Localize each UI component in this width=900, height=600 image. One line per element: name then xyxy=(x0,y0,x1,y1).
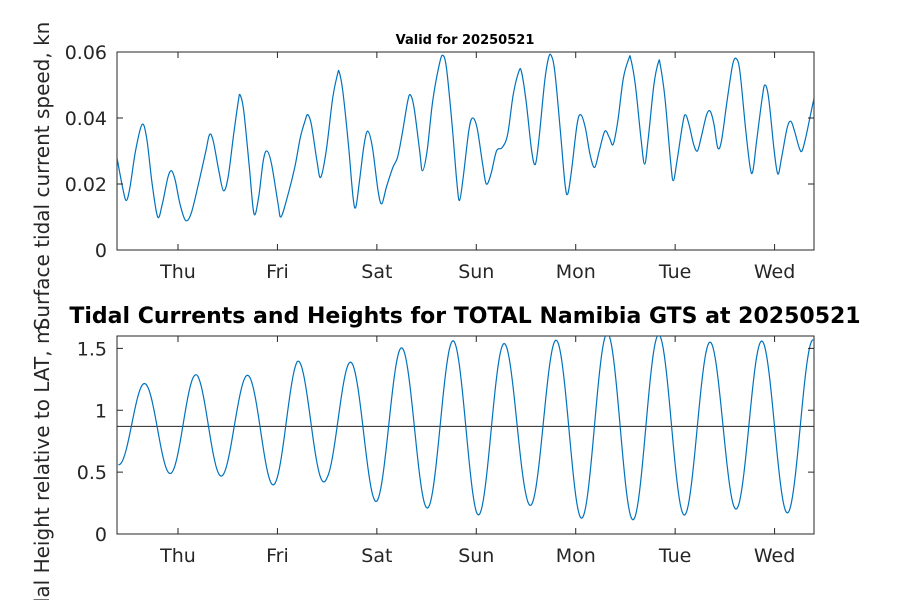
x-tick-label: Tue xyxy=(658,545,691,567)
y-tick-label: 0 xyxy=(95,240,107,262)
y-tick-label: 0.02 xyxy=(65,174,107,196)
current-speed-y-axis-label: Surface tidal current speed, kn xyxy=(30,22,54,331)
tidal-height-line xyxy=(118,336,814,521)
tidal-height-panel: Thu Fri Sat Sun Mon Tue Wed 0 0.5 1 1.5 xyxy=(77,335,815,567)
current-speed-axes: Thu Fri Sat Sun Mon Tue Wed 0 0.02 0.04 0.06 xyxy=(65,42,814,283)
x-tick-label: Tue xyxy=(658,261,691,283)
x-tick-label: Sun xyxy=(458,545,494,567)
main-title: Tidal Currents and Heights for TOTAL Nam… xyxy=(69,304,860,329)
y-tick-label: 1.5 xyxy=(77,338,107,360)
x-tick-label: Fri xyxy=(266,545,289,567)
tidal-height-series-group xyxy=(117,336,814,521)
current-speed-title: Valid for 20250521 xyxy=(396,33,535,48)
x-tick-label: Sat xyxy=(361,261,392,283)
x-tick-label: Mon xyxy=(556,545,596,567)
tidal-height-y-axis-label: Tidal Height relative to LAT, m xyxy=(30,325,54,600)
y-tick-label: 0.04 xyxy=(65,108,107,130)
current-speed-series-group xyxy=(117,53,814,222)
x-tick-label: Thu xyxy=(159,545,196,567)
x-tick-label: Sun xyxy=(458,261,494,283)
tidal-height-plot-area xyxy=(116,335,815,535)
x-tick-label: Thu xyxy=(159,261,196,283)
y-tick-label: 0.06 xyxy=(65,42,107,64)
y-tick-label: 0 xyxy=(95,524,107,546)
y-tick-label: 1 xyxy=(95,400,107,422)
x-tick-label: Sat xyxy=(361,545,392,567)
current-speed-plot-area xyxy=(116,51,815,251)
x-tick-label: Mon xyxy=(556,261,596,283)
x-tick-label: Wed xyxy=(754,261,795,283)
x-tick-label: Fri xyxy=(266,261,289,283)
current-speed-panel: Thu Fri Sat Sun Mon Tue Wed 0 0.02 0.04 0.06 Valid… xyxy=(65,33,815,283)
y-tick-label: 0.5 xyxy=(77,462,107,484)
current-speed-line xyxy=(117,53,814,222)
tidal-height-axes: Thu Fri Sat Sun Mon Tue Wed 0 0.5 1 1.5 xyxy=(77,336,814,567)
x-tick-label: Wed xyxy=(754,545,795,567)
